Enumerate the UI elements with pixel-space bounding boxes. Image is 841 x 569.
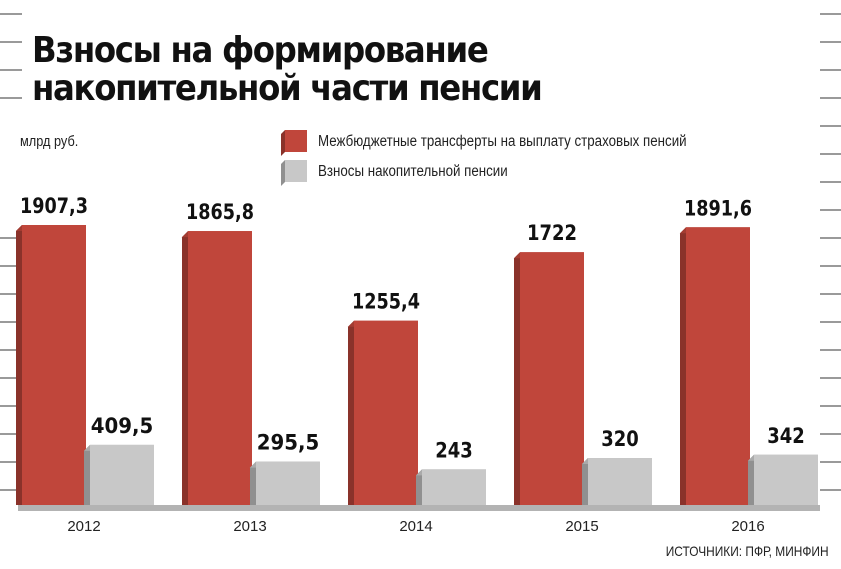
legend-swatch-side (281, 130, 285, 156)
data-label-contributions-2013: 295,5 (257, 431, 320, 455)
legend-label-contributions: Взносы накопительной пенсии (318, 163, 508, 180)
legend-swatch-side (281, 160, 285, 186)
x-tick-label-2013: 2013 (233, 518, 266, 535)
data-label-transfers-2015: 1722 (527, 221, 577, 245)
chart-title-line-1: Взносы на формирование (32, 30, 489, 71)
bar-contributions-2015 (588, 458, 652, 505)
legend-label-transfers: Межбюджетные трансферты на выплату страх… (318, 133, 687, 150)
bar-side (250, 461, 256, 505)
x-tick-labels-group: 2012 2013 2014 2015 2016 (67, 518, 764, 535)
bar-transfers-2013 (188, 231, 252, 505)
data-label-transfers-2014: 1255,4 (352, 290, 420, 314)
data-label-contributions-2015: 320 (601, 427, 639, 451)
unit-label: млрд руб. (20, 133, 79, 150)
bar-contributions-2014 (422, 469, 486, 505)
data-label-contributions-2012: 409,5 (91, 414, 154, 438)
legend-swatch-contributions (285, 160, 307, 182)
chart-title-line-2: накопительной части пенсии (32, 68, 543, 109)
chart-floor (18, 505, 820, 511)
bars-group (16, 225, 818, 506)
legend-swatch-transfers (285, 130, 307, 152)
legend-swatches (281, 130, 307, 186)
data-label-contributions-2014: 243 (435, 438, 473, 462)
bar-contributions-2012 (90, 444, 154, 505)
bar-contributions-2013 (256, 461, 320, 505)
bar-transfers-2015 (520, 252, 584, 505)
x-tick-label-2012: 2012 (67, 518, 100, 535)
bar-side (416, 469, 422, 505)
bar-transfers-2016 (686, 227, 750, 506)
x-tick-label-2014: 2014 (399, 518, 432, 535)
data-label-transfers-2013: 1865,8 (186, 200, 254, 224)
value-labels-group: 1907,3 409,5 1865,8 295,5 1255,4 243 1722 320 18… (20, 194, 805, 462)
x-tick-label-2015: 2015 (565, 518, 598, 535)
bar-side (514, 252, 520, 505)
bar-side (16, 225, 22, 505)
bar-side (680, 227, 686, 506)
data-label-contributions-2016: 342 (767, 424, 805, 448)
source-note: ИСТОЧНИКИ: ПФР, МИНФИН (666, 543, 829, 559)
bar-side (84, 444, 90, 505)
x-tick-label-2016: 2016 (731, 518, 764, 535)
data-label-transfers-2012: 1907,3 (20, 194, 88, 218)
bar-side (348, 320, 354, 505)
bar-side (582, 458, 588, 505)
data-label-transfers-2016: 1891,6 (684, 196, 752, 220)
bar-side (182, 231, 188, 505)
bar-transfers-2014 (354, 320, 418, 505)
bar-contributions-2016 (754, 454, 818, 505)
bar-transfers-2012 (22, 225, 86, 505)
chart-baseline (18, 505, 820, 511)
bar-side (748, 454, 754, 505)
